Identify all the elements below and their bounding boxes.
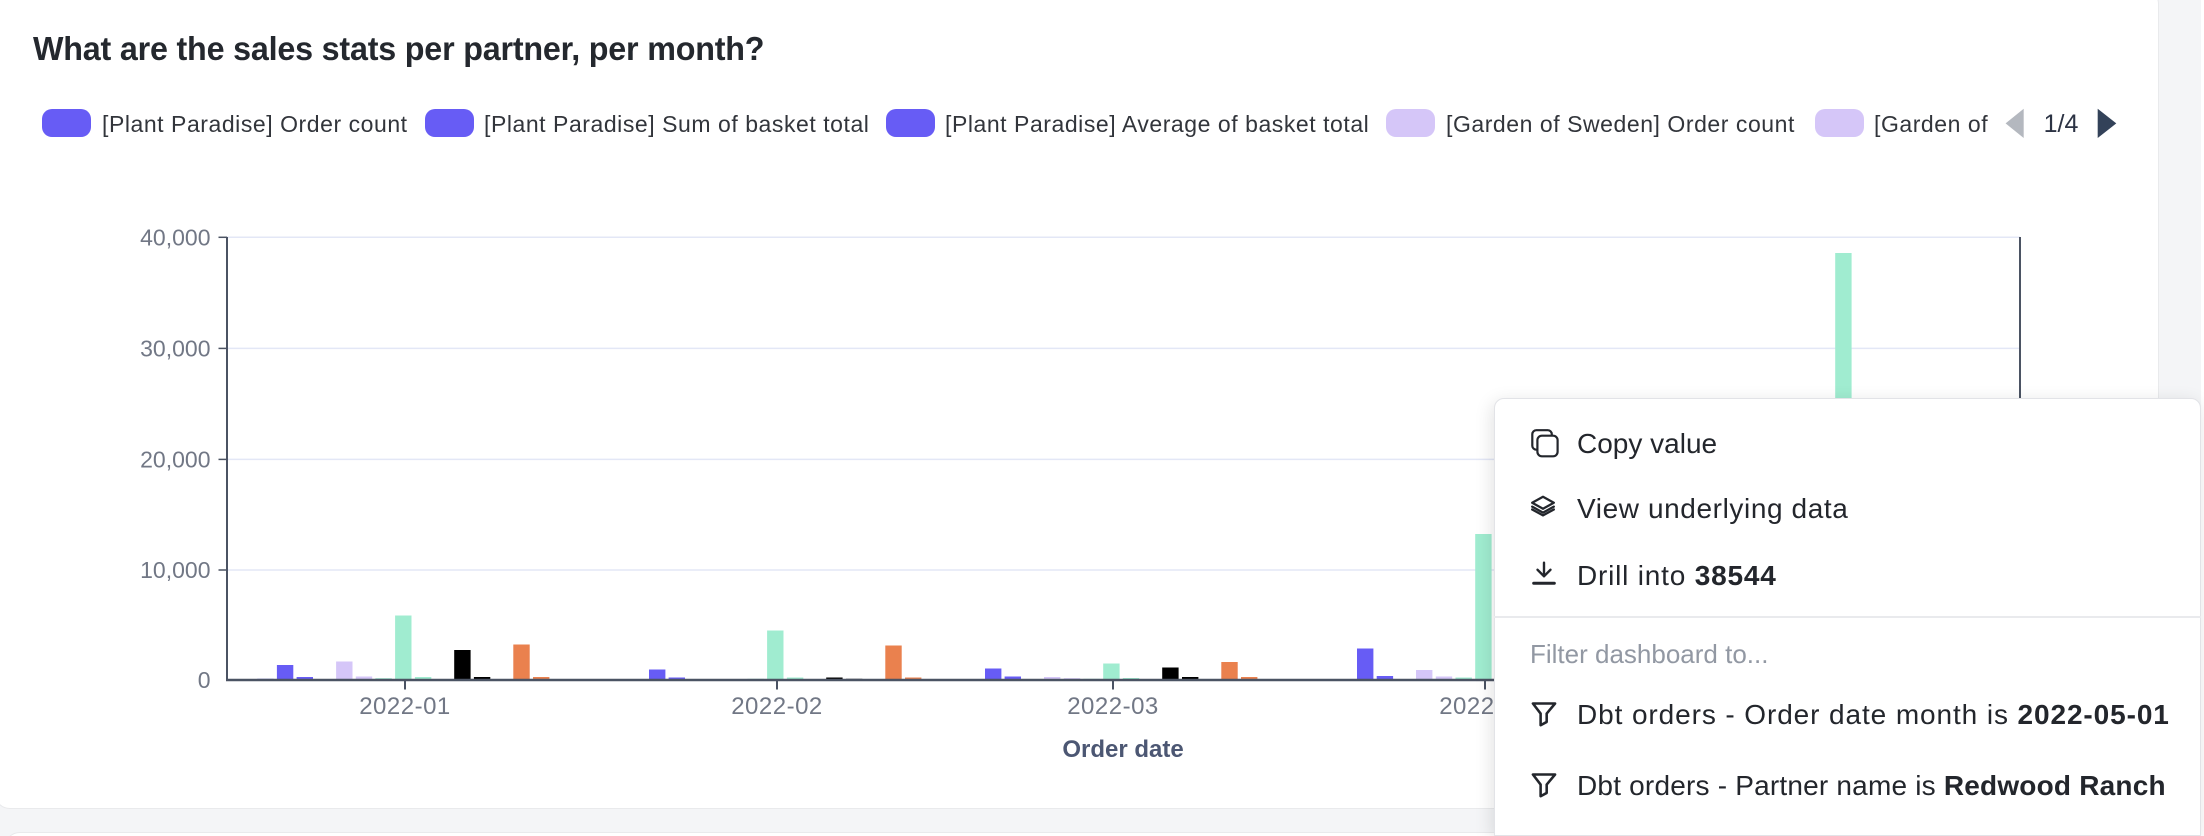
svg-text:10,000: 10,000 — [140, 557, 210, 583]
svg-text:Order date: Order date — [1062, 736, 1183, 763]
svg-text:20,000: 20,000 — [140, 446, 210, 472]
svg-text:1/4: 1/4 — [2044, 110, 2079, 138]
svg-text:30,000: 30,000 — [140, 335, 210, 361]
svg-text:2022-01: 2022-01 — [359, 693, 451, 720]
svg-text:2022-02: 2022-02 — [731, 693, 823, 720]
svg-text:0: 0 — [198, 667, 211, 693]
svg-text:2022-03: 2022-03 — [1067, 693, 1159, 720]
svg-text:40,000: 40,000 — [140, 224, 210, 250]
